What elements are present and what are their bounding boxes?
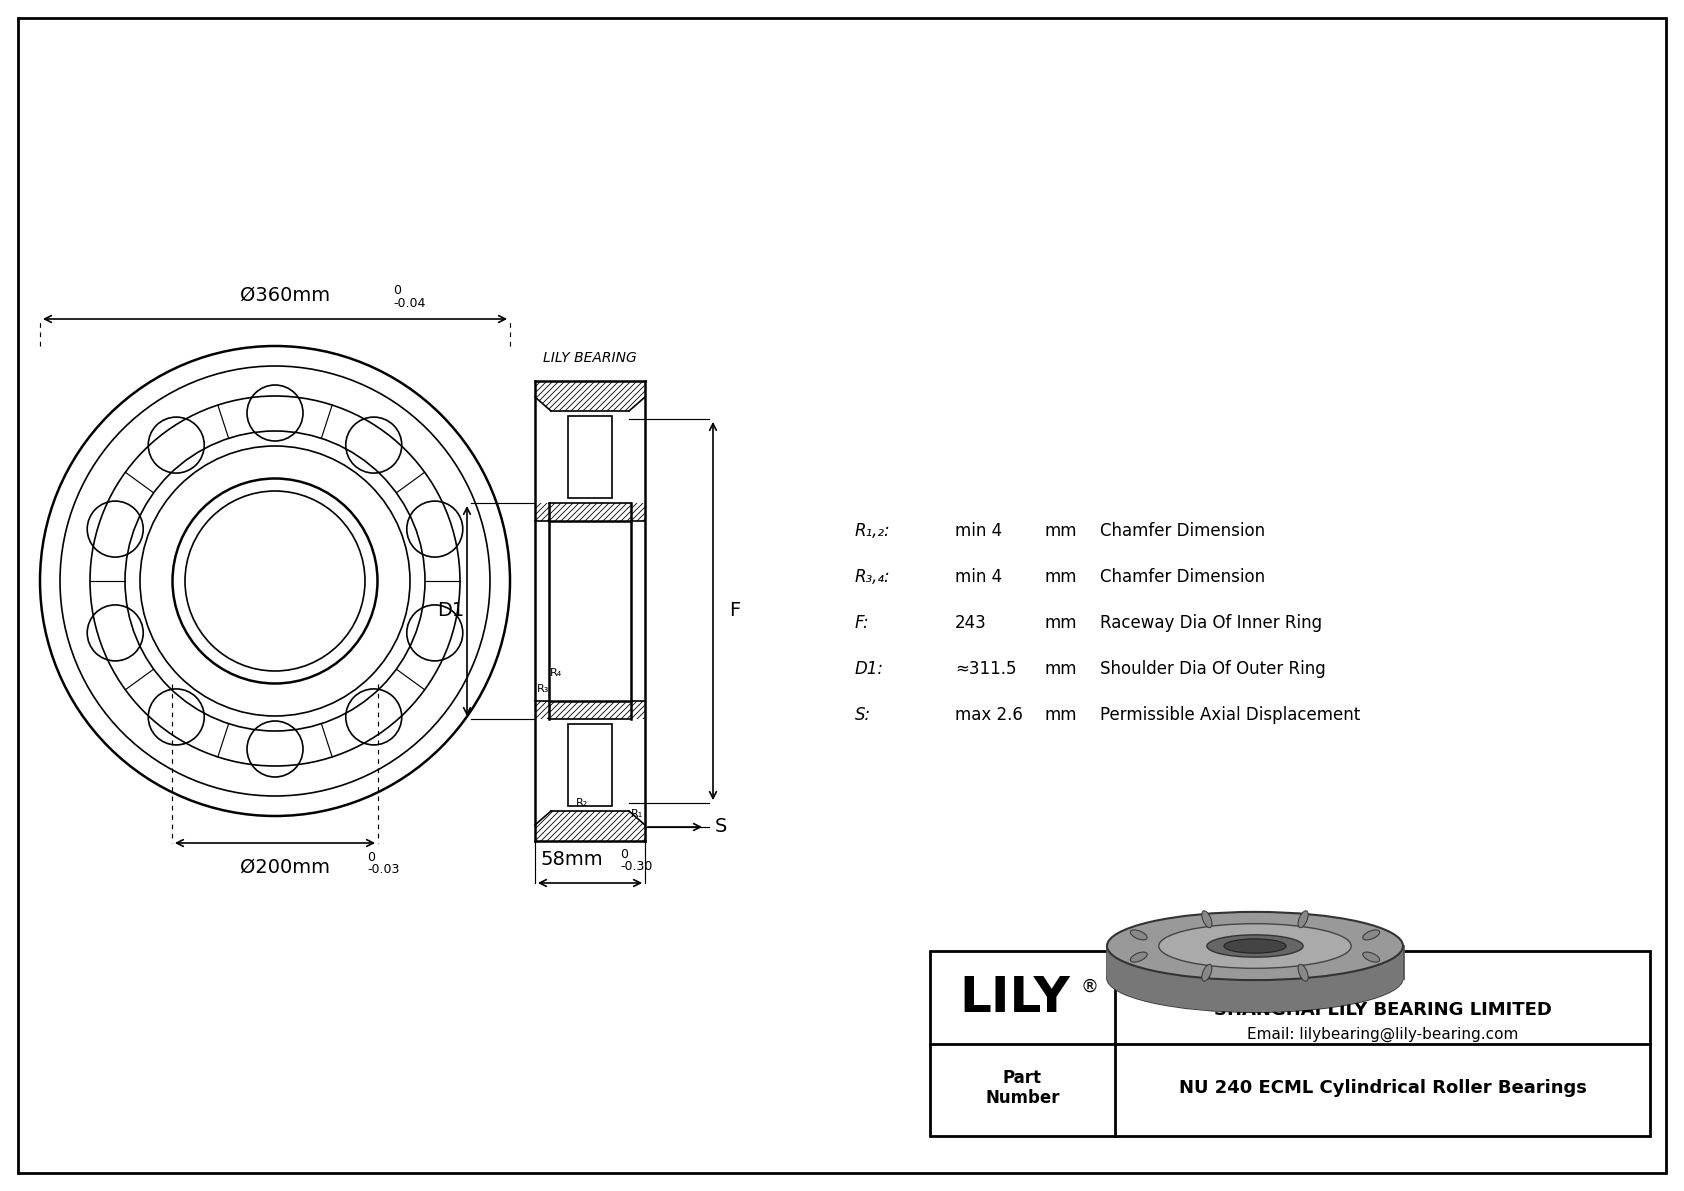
PathPatch shape	[632, 503, 645, 520]
Text: Chamfer Dimension: Chamfer Dimension	[1100, 568, 1265, 586]
Ellipse shape	[1298, 965, 1308, 981]
Text: mm: mm	[1046, 522, 1078, 540]
Ellipse shape	[1202, 911, 1212, 928]
Text: Ø360mm: Ø360mm	[239, 286, 330, 305]
Text: S: S	[716, 817, 727, 836]
Text: ≈311.5: ≈311.5	[955, 660, 1017, 678]
Text: Email: lilybearing@lily-bearing.com: Email: lilybearing@lily-bearing.com	[1246, 1027, 1519, 1042]
Text: D1: D1	[438, 601, 465, 621]
Text: F:: F:	[855, 615, 869, 632]
Text: R₁: R₁	[632, 809, 643, 819]
Ellipse shape	[1106, 912, 1403, 980]
Bar	[930, 950, 1650, 1136]
PathPatch shape	[549, 701, 632, 719]
Ellipse shape	[1130, 930, 1147, 940]
Text: ®: ®	[1081, 978, 1098, 996]
Text: SHANGHAI LILY BEARING LIMITED: SHANGHAI LILY BEARING LIMITED	[1214, 1000, 1551, 1019]
Text: Part
Number: Part Number	[985, 1068, 1059, 1108]
Text: R₄: R₄	[551, 668, 562, 678]
Text: max 2.6: max 2.6	[955, 706, 1022, 724]
Polygon shape	[1106, 946, 1403, 1012]
Text: -0.04: -0.04	[392, 297, 426, 310]
Ellipse shape	[1224, 939, 1287, 953]
Text: min 4: min 4	[955, 568, 1002, 586]
Text: mm: mm	[1046, 615, 1078, 632]
Text: mm: mm	[1046, 706, 1078, 724]
Text: R₃: R₃	[537, 684, 549, 694]
Ellipse shape	[1202, 965, 1212, 981]
Text: -0.30: -0.30	[620, 860, 652, 873]
Text: Raceway Dia Of Inner Ring: Raceway Dia Of Inner Ring	[1100, 615, 1322, 632]
Text: R₃,₄:: R₃,₄:	[855, 568, 891, 586]
Text: 0: 0	[367, 852, 376, 863]
PathPatch shape	[536, 811, 645, 841]
Text: S:: S:	[855, 706, 871, 724]
Text: 58mm: 58mm	[541, 850, 603, 869]
Bar	[568, 416, 611, 498]
Text: 243: 243	[955, 615, 987, 632]
Ellipse shape	[1298, 911, 1308, 928]
Text: R₂: R₂	[576, 798, 588, 807]
PathPatch shape	[536, 381, 645, 411]
PathPatch shape	[536, 701, 549, 719]
Text: D1:: D1:	[855, 660, 884, 678]
PathPatch shape	[632, 701, 645, 719]
Text: LILY BEARING: LILY BEARING	[544, 351, 637, 364]
Text: NU 240 ECML Cylindrical Roller Bearings: NU 240 ECML Cylindrical Roller Bearings	[1179, 1079, 1586, 1097]
Text: R₁,₂:: R₁,₂:	[855, 522, 891, 540]
Text: mm: mm	[1046, 568, 1078, 586]
Text: min 4: min 4	[955, 522, 1002, 540]
Text: LILY: LILY	[960, 974, 1069, 1022]
Ellipse shape	[1130, 952, 1147, 962]
Ellipse shape	[1207, 935, 1303, 958]
Text: Permissible Axial Displacement: Permissible Axial Displacement	[1100, 706, 1361, 724]
Text: 0: 0	[392, 283, 401, 297]
Text: mm: mm	[1046, 660, 1078, 678]
Ellipse shape	[1106, 944, 1403, 1012]
Text: -0.03: -0.03	[367, 863, 399, 877]
Bar	[568, 724, 611, 806]
Text: 0: 0	[620, 848, 628, 861]
PathPatch shape	[549, 503, 632, 520]
PathPatch shape	[536, 503, 549, 520]
Text: Ø200mm: Ø200mm	[241, 858, 330, 877]
Ellipse shape	[1159, 924, 1351, 968]
Ellipse shape	[1362, 952, 1379, 962]
Text: F: F	[729, 601, 741, 621]
Text: Shoulder Dia Of Outer Ring: Shoulder Dia Of Outer Ring	[1100, 660, 1325, 678]
Ellipse shape	[1362, 930, 1379, 940]
Text: Chamfer Dimension: Chamfer Dimension	[1100, 522, 1265, 540]
